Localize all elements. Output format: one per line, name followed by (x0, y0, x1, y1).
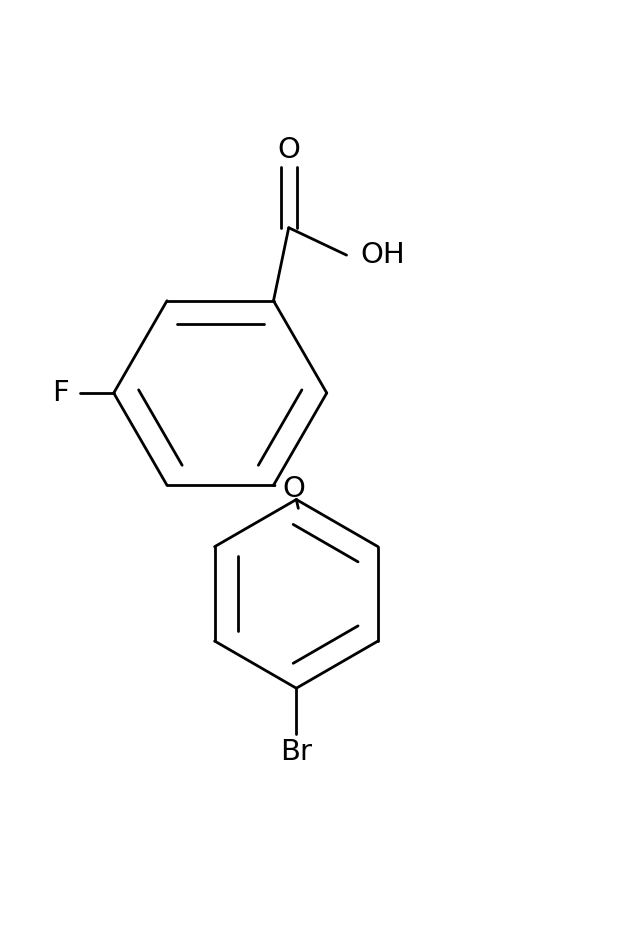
Text: Br: Br (280, 738, 312, 766)
Text: O: O (277, 136, 300, 164)
Text: OH: OH (360, 241, 405, 269)
Text: O: O (283, 475, 305, 504)
Text: F: F (52, 379, 68, 407)
